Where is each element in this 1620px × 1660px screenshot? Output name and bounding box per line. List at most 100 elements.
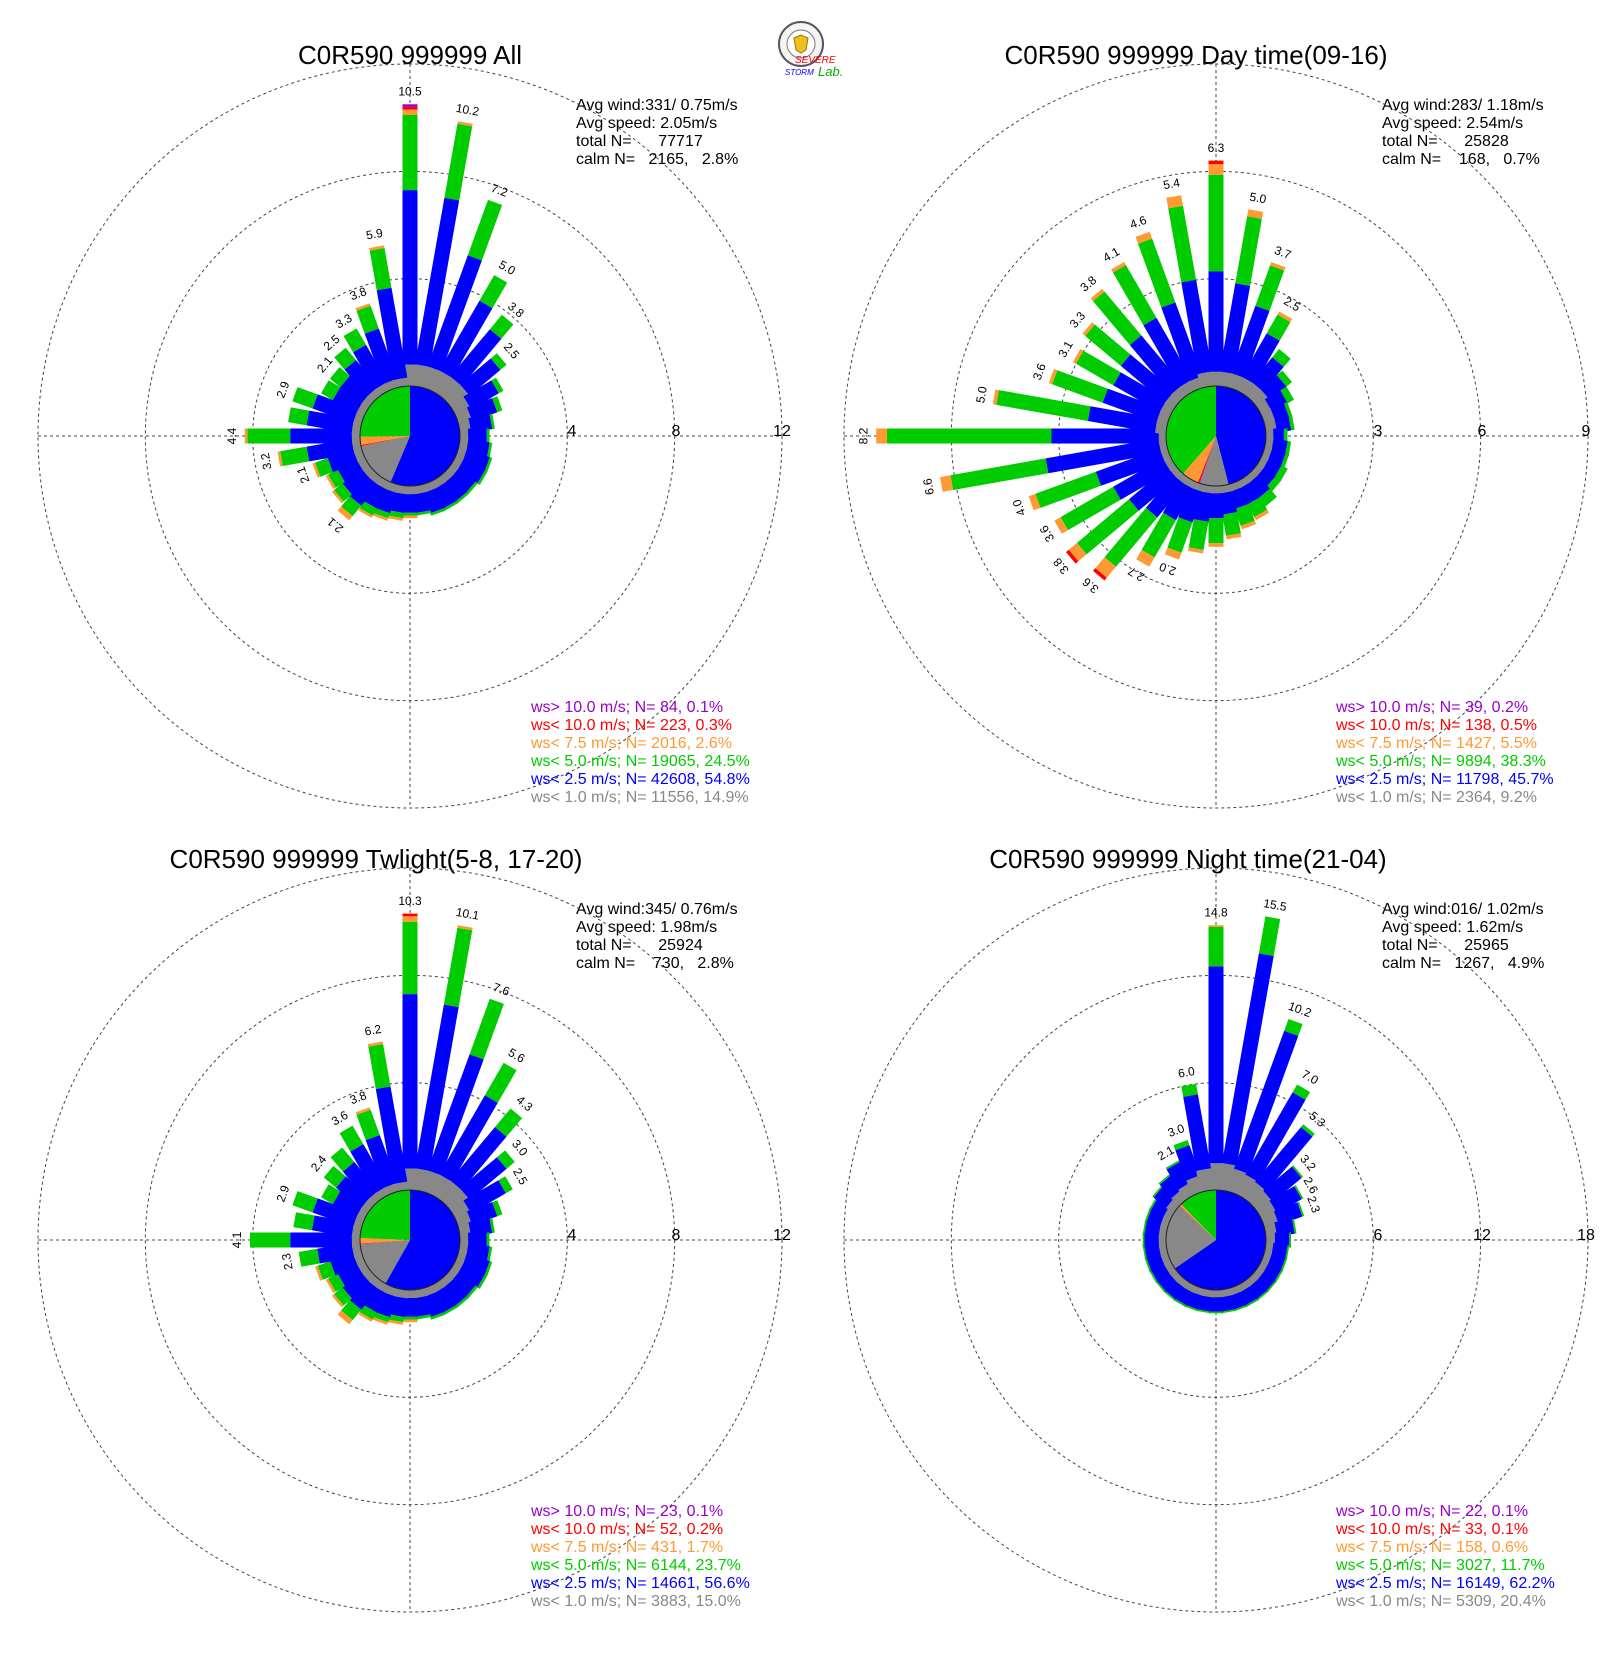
wind-bar-segment	[290, 428, 352, 444]
wind-bar-segment	[341, 496, 362, 517]
wind-bar-segment	[489, 413, 495, 430]
wind-bar-segment	[367, 1041, 384, 1047]
wind-bar-segment	[358, 1312, 373, 1322]
wind-bar-segment	[492, 396, 503, 413]
stat-calm-n: calm N= 2165, 2.8%	[576, 151, 738, 168]
bar-value-label: 2.9	[273, 1183, 292, 1204]
bar-value-label: 4.0	[1010, 497, 1029, 518]
wind-bar-segment	[1247, 475, 1270, 499]
wind-bar-segment	[292, 1191, 318, 1213]
wind-bar-segment	[1028, 493, 1041, 511]
wind-bar-segment	[1148, 1269, 1158, 1284]
wind-bar-segment	[486, 428, 490, 444]
wind-bar-segment	[277, 451, 283, 467]
wind-bar-segment	[432, 482, 457, 509]
windrose-plot: 10.310.17.65.64.33.02.56.23.83.62.42.94.…	[37, 867, 783, 1613]
wind-bar-segment	[244, 428, 248, 444]
wind-bar-segment	[1144, 1207, 1152, 1223]
wind-bar-segment	[315, 458, 333, 477]
stat-avg-speed: Avg speed: 2.05m/s	[576, 115, 717, 132]
speed-legend: ws> 10.0 m/s; N= 39, 0.2% ws< 10.0 m/s; …	[1335, 699, 1554, 806]
calm-pie-slice	[1165, 386, 1216, 474]
wind-bar-segment	[479, 275, 508, 309]
wind-bar-segment	[288, 407, 310, 426]
wind-bar-segment	[312, 394, 358, 424]
wind-bar-segment	[1129, 335, 1183, 395]
bar-value-label: 2.0	[1157, 559, 1178, 578]
bar-value-label: 5.0	[973, 385, 990, 404]
wind-bar-segment	[321, 1184, 341, 1205]
wind-bar-segment	[331, 1294, 344, 1308]
wind-bar-segment	[373, 508, 390, 519]
wind-bar-segment	[402, 515, 418, 519]
wind-bar-segment	[1142, 1219, 1147, 1235]
wind-bar-segment	[1208, 174, 1224, 272]
wind-bar-segment	[1230, 305, 1270, 379]
wind-bar-segment	[1226, 533, 1242, 540]
wind-bar-segment	[430, 1312, 446, 1320]
stat-avg-speed: Avg speed: 1.98m/s	[576, 919, 717, 936]
wind-bar-segment	[1277, 311, 1293, 323]
wind-bar-segment	[1172, 1298, 1187, 1308]
wind-bar-segment	[337, 1262, 364, 1287]
windrose-plot: 6.35.03.72.55.44.64.13.83.33.13.65.08.26…	[843, 63, 1589, 809]
wind-bar-segment	[1095, 448, 1165, 486]
wind-bar-segment	[468, 414, 493, 433]
wind-bar-segment	[432, 1286, 457, 1313]
wind-bar-segment	[427, 255, 482, 372]
wind-bar-segment	[349, 475, 379, 506]
calm-pie-slice	[1179, 1205, 1216, 1240]
ring-label: 6	[1478, 423, 1487, 440]
wind-bar-segment	[1112, 265, 1157, 326]
wind-bar-segment	[1260, 375, 1287, 401]
wind-bar-segment	[886, 428, 1052, 444]
wind-bar-segment	[1284, 402, 1293, 418]
legend-entry: ws< 5.0 m/s; N= 9894, 38.3%	[1335, 753, 1546, 770]
wind-bar-segment	[1274, 1219, 1295, 1237]
wind-bar-segment	[1285, 441, 1292, 457]
wind-bar-segment	[1060, 486, 1121, 531]
panel-day-time: C0R590 999999 Day time(09-16) Avg wind:2…	[843, 40, 1591, 809]
wind-bar-segment	[950, 458, 1049, 490]
wind-bar-segment	[1163, 481, 1194, 521]
wind-bar-segment	[1197, 371, 1215, 389]
ring-labels: 4 8 12	[568, 1227, 791, 1244]
wind-bar-segment	[441, 475, 467, 502]
bar-value-label: 3.6	[1030, 361, 1049, 382]
wind-bar-segment	[1289, 1232, 1291, 1248]
stat-avg-wind: Avg wind:016/ 1.02m/s	[1382, 901, 1544, 918]
calm-pie-slice	[1216, 386, 1266, 485]
bar-value-label: 2.9	[273, 379, 292, 400]
wind-bar-segment	[1138, 238, 1176, 308]
bar-value-label: 4.6	[1128, 213, 1149, 232]
wind-bar-segment	[467, 398, 498, 422]
wind-bar-segment	[1165, 1160, 1180, 1170]
wind-bar-segment	[337, 1310, 353, 1325]
wind-bar-segment	[1087, 406, 1158, 433]
stat-calm-n: calm N= 168, 0.7%	[1382, 151, 1540, 168]
wind-bar-segment	[356, 1109, 380, 1141]
wind-bar-segment	[315, 1265, 323, 1281]
wind-bar-segment	[1208, 966, 1224, 1164]
wind-bar-segment	[459, 1157, 507, 1200]
legend-entry: ws< 10.0 m/s; N= 223, 0.3%	[530, 717, 732, 734]
wind-bar-segment	[1136, 549, 1155, 567]
stat-avg-wind: Avg wind:345/ 0.76m/s	[576, 901, 738, 918]
calm-pie-slice	[1199, 436, 1216, 484]
legend-entry: ws< 5.0 m/s; N= 6144, 23.7%	[530, 1557, 741, 1574]
ring-label: 12	[773, 423, 791, 440]
wind-bar-segment	[340, 375, 371, 405]
wind-bar-segment	[355, 1107, 371, 1115]
stat-total-n: total N= 77717	[576, 133, 703, 150]
calm-pie-slice	[1197, 436, 1216, 484]
stat-avg-wind: Avg wind:331/ 0.75m/s	[576, 97, 738, 114]
wind-bar-segment	[1068, 542, 1087, 562]
wind-bar-segment	[1093, 568, 1107, 581]
bar-value-label: 2.3	[1304, 1194, 1323, 1215]
wind-bar-segment	[1258, 488, 1277, 507]
wind-bar-segment	[1208, 271, 1224, 372]
wind-bar-segment	[402, 1316, 418, 1320]
legend-entry: ws< 7.5 m/s; N= 158, 0.6%	[1335, 1539, 1528, 1556]
wind-bar-segment	[1280, 1257, 1288, 1273]
